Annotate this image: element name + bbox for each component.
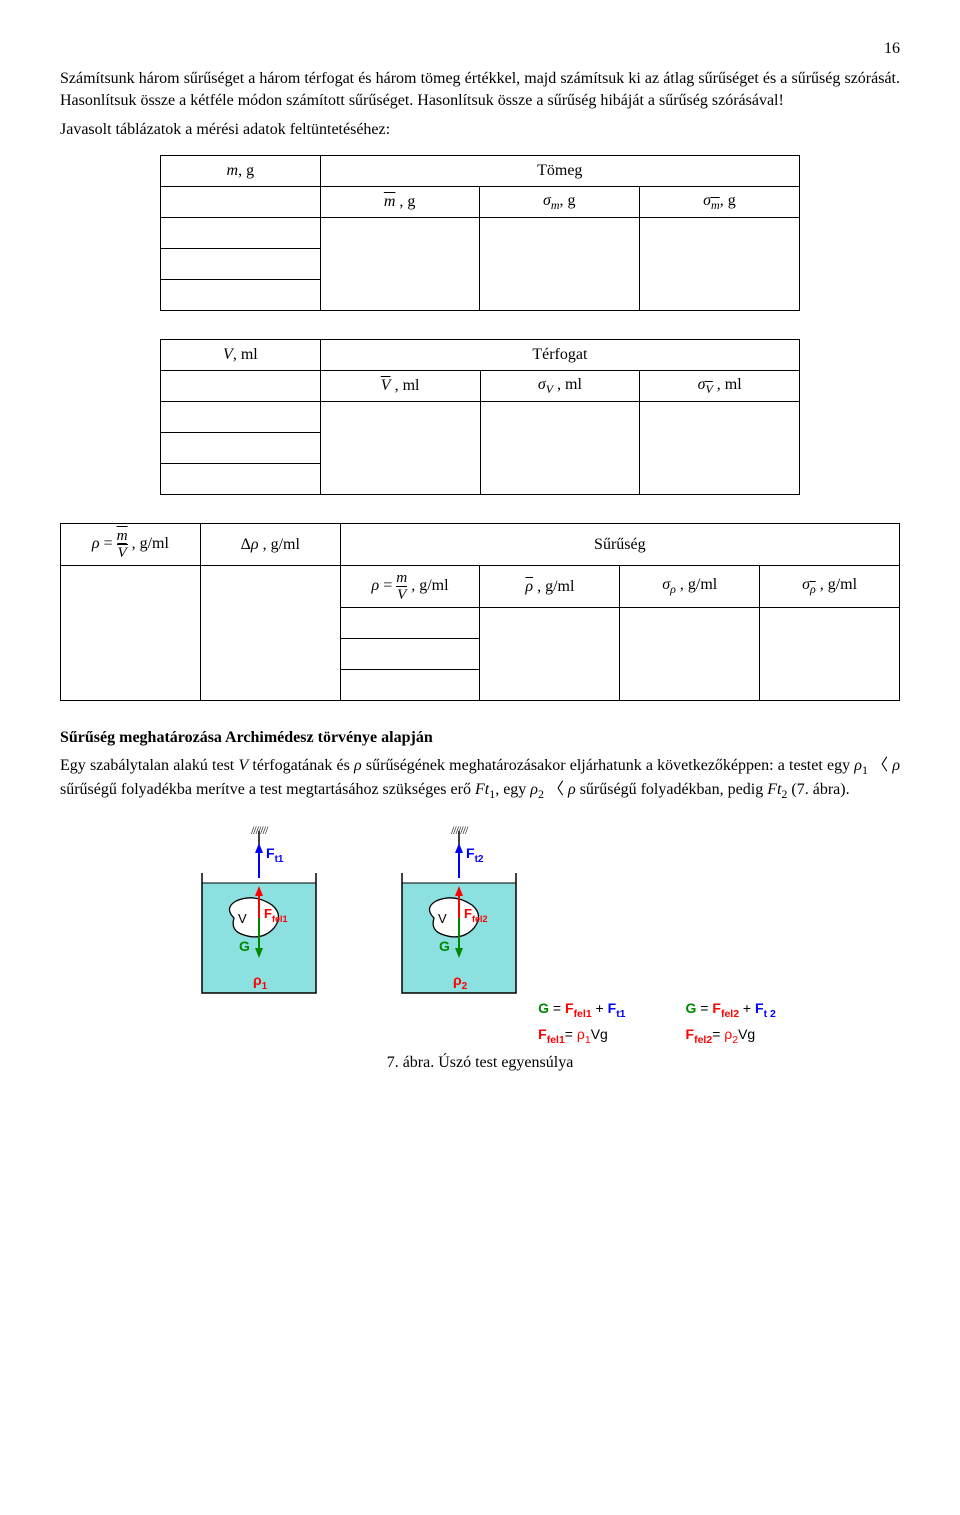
table-volume: V, ml Térfogat V , ml σV , ml σV , ml [160,339,800,495]
beaker-left: /////// V Ft1 Ffel1 [184,823,334,1013]
figure-7: /////// V Ft1 Ffel1 [60,823,900,1072]
v-label-left: V [238,911,247,926]
table-density-title: Sűrűség [340,524,899,566]
figure-caption: 7. ábra. Úszó test egyensúlya [60,1054,900,1072]
g-label-left: G [239,938,250,954]
page-number: 16 [60,40,900,58]
tables-intro: Javasolt táblázatok a mérési adatok felt… [60,119,900,141]
beaker-left-svg: V Ft1 Ffel1 G ρ1 [184,823,334,1013]
table-mass-title: Tömeg [320,156,799,187]
ft1-label: Ft1 [266,845,284,865]
table-mass: m, g Tömeg m , g σm, g σm, g [160,155,800,311]
g-label-right: G [439,938,450,954]
hatch-icon: /////// [451,823,467,838]
v-label-right: V [438,911,447,926]
table-volume-title: Térfogat [320,340,799,371]
beaker-right-svg: V Ft2 Ffel2 G ρ2 [384,823,534,1013]
hatch-icon: /////// [251,823,267,838]
fig-eq-right: G = Ffel2 + Ft 2 Ffel2= ρ2Vg [686,997,776,1048]
table-density: ρ = mV , g/ml Δρ , g/ml Sűrűség ρ = mV ,… [60,523,900,701]
body-paragraph: Egy szabálytalan alakú test V térfogatán… [60,755,900,803]
figure-equations: G = Ffel1 + Ft1 Ffel1= ρ1Vg G = Ffel2 + … [538,997,776,1048]
section-heading: Sűrűség meghatározása Archimédesz törvén… [60,729,900,747]
fig-eq-left: G = Ffel1 + Ft1 Ffel1= ρ1Vg [538,997,625,1048]
intro-paragraph: Számítsunk három sűrűséget a három térfo… [60,68,900,113]
beaker-right: /////// V Ft2 Ffel2 G ρ2 [384,823,534,1013]
ft2-label: Ft2 [466,845,484,865]
